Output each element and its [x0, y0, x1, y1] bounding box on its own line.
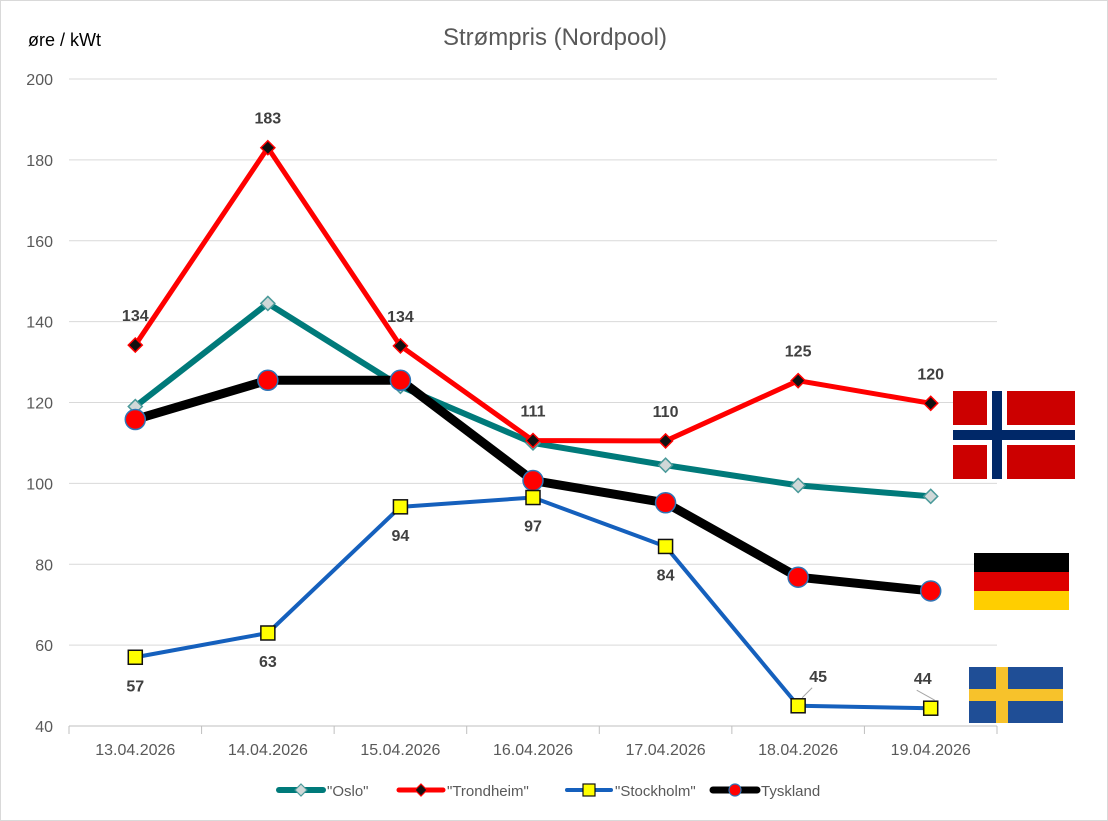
norway-flag	[953, 391, 1075, 479]
data-label: 44	[914, 671, 932, 688]
legend: "Oslo" "Trondheim" "Stockholm" Tyskland	[276, 783, 820, 800]
legend-marker	[728, 783, 742, 797]
data-point	[922, 700, 939, 716]
x-tick-label: 13.04.2026	[95, 742, 175, 759]
data-label: 57	[126, 678, 144, 695]
legend-label: "Oslo"	[327, 783, 369, 800]
data-point	[525, 489, 541, 506]
data-point	[260, 625, 276, 641]
y-tick-label: 60	[35, 638, 53, 655]
data-point	[922, 488, 939, 505]
data-label: 134	[122, 308, 149, 325]
data-label: 97	[524, 519, 542, 536]
data-point	[389, 369, 412, 392]
data-point	[124, 408, 147, 431]
data-point	[787, 566, 809, 588]
x-tick-label: 19.04.2026	[891, 742, 971, 759]
data-label: 63	[259, 654, 277, 671]
legend-marker	[582, 783, 596, 797]
y-axis-ticks: 40 60 80 100 120 140 160 180 200	[26, 72, 53, 736]
data-point	[790, 372, 807, 389]
y-axis-unit: øre / kWt	[28, 30, 101, 50]
leader-line	[916, 689, 935, 701]
legend-item: "Oslo"	[276, 783, 369, 800]
legend-item: "Stockholm"	[565, 783, 696, 800]
y-tick-label: 160	[26, 234, 53, 251]
data-point	[127, 337, 144, 354]
y-tick-label: 140	[26, 315, 53, 332]
data-label: 84	[657, 567, 675, 584]
flag-cross-blue	[953, 430, 1075, 440]
x-tick-label: 17.04.2026	[626, 742, 706, 759]
data-label: 110	[653, 404, 679, 421]
data-point	[922, 395, 939, 412]
legend-label: Tyskland	[761, 783, 820, 800]
data-point	[657, 538, 674, 555]
series-line-2	[132, 145, 934, 444]
legend-marker	[294, 783, 308, 797]
data-point	[657, 432, 674, 449]
series-line-1	[132, 300, 934, 500]
data-point	[524, 432, 542, 449]
data-label: 45	[809, 669, 827, 686]
x-tick-label: 16.04.2026	[493, 742, 573, 759]
x-tick-label: 18.04.2026	[758, 742, 838, 759]
flag-stripe	[974, 591, 1069, 610]
data-point	[522, 469, 544, 492]
data-point	[259, 139, 276, 156]
data-label: 134	[387, 309, 414, 326]
data-point	[392, 499, 409, 515]
germany-flag	[974, 553, 1069, 610]
x-tick-label: 14.04.2026	[228, 742, 308, 759]
legend-label: "Stockholm"	[615, 783, 696, 800]
sweden-flag	[969, 667, 1063, 723]
series-markers	[124, 139, 942, 716]
data-label: 125	[785, 344, 812, 361]
flag-stripe	[974, 553, 1069, 572]
data-labels: 134 183 134 111 110 125 120 57 63 94 97 84 45 44	[122, 111, 944, 701]
legend-label: "Trondheim"	[447, 783, 529, 800]
y-tick-label: 120	[26, 396, 53, 413]
flag-stripe	[974, 572, 1069, 591]
data-point	[259, 295, 276, 312]
data-point	[919, 580, 942, 602]
x-tick-label: 15.04.2026	[360, 742, 440, 759]
x-axis-ticks: 13.04.2026 14.04.2026 15.04.2026 16.04.2026…	[68, 726, 998, 759]
leader-line	[801, 687, 813, 699]
data-label: 94	[392, 528, 410, 545]
data-label: 120	[917, 366, 944, 383]
legend-marker	[414, 783, 428, 797]
data-point	[790, 477, 807, 494]
data-point	[257, 369, 279, 392]
data-point	[392, 337, 409, 354]
chart-title: Strømpris (Nordpool)	[443, 24, 667, 51]
flag-cross	[969, 689, 1063, 701]
y-tick-label: 80	[35, 557, 53, 574]
data-point	[657, 457, 674, 474]
data-point	[654, 492, 677, 514]
legend-item: "Trondheim"	[396, 783, 529, 800]
y-tick-label: 40	[35, 719, 53, 736]
data-point	[127, 649, 144, 666]
y-tick-label: 180	[26, 153, 53, 170]
flags	[953, 391, 1075, 723]
y-tick-label: 100	[26, 476, 53, 493]
gridlines	[69, 78, 997, 727]
data-label: 183	[255, 111, 282, 128]
data-label: 111	[521, 404, 546, 421]
data-point	[790, 698, 806, 714]
legend-item: Tyskland	[709, 783, 820, 800]
y-tick-label: 200	[26, 72, 53, 89]
series-lines	[130, 145, 936, 711]
